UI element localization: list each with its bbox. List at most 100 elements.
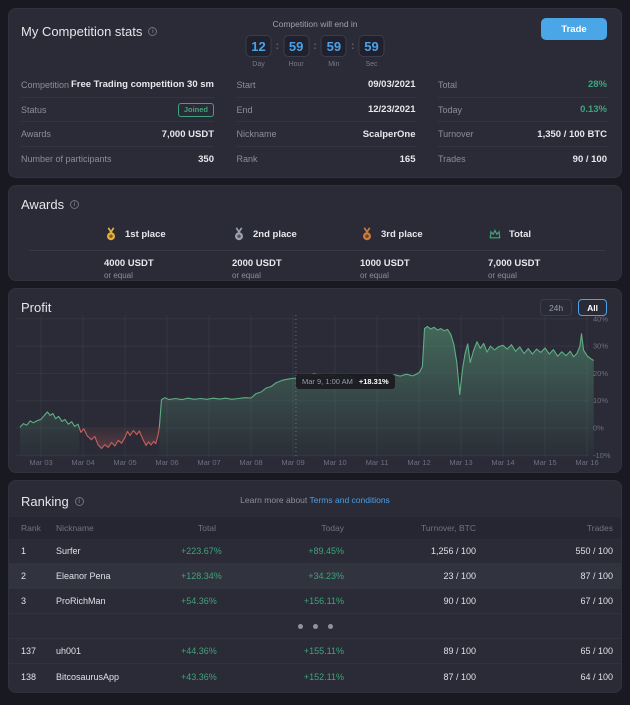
countdown-min: 59 Min — [320, 35, 347, 68]
svg-text:Mar 10: Mar 10 — [323, 458, 346, 467]
nickname-cell: Eleanor Pena — [56, 571, 111, 581]
countdown-day-value: 12 — [245, 35, 272, 57]
chart-tooltip: Mar 9, 1:00 AM +18.31% — [296, 374, 395, 389]
info-icon[interactable]: i — [70, 200, 80, 209]
svg-text:Mar 08: Mar 08 — [239, 458, 262, 467]
award-value-total: 7,000 USDT or equal — [488, 258, 616, 280]
ranking-table-header: Rank Nickname Total Today Turnover, BTC Trade… — [9, 517, 621, 539]
profit-header: Profit 24h All — [9, 289, 621, 316]
profit-chart[interactable]: Mar 03 Mar 04 Mar 05 Mar 06 Mar 07 Mar 08 Mar … — [15, 315, 621, 467]
chart-range-buttons: 24h All — [539, 299, 607, 316]
award-value-3rd-place: 1000 USDT or equal — [360, 258, 488, 280]
stat-label: Start — [236, 79, 256, 90]
stat-start: Start 09/03/2021 — [236, 73, 416, 98]
today-cell: +156.11% — [303, 596, 344, 606]
turnover-cell: 87 / 100 — [443, 671, 476, 682]
trade-button[interactable]: Trade — [541, 18, 607, 40]
stat-value: 90 / 100 — [572, 153, 607, 165]
competition-stats-card: My Competition stats i Competition will … — [8, 8, 622, 178]
stat-awards: Awards 7,000 USDT — [21, 122, 214, 148]
total-cell: +43.36% — [181, 671, 217, 682]
svg-text:Mar 06: Mar 06 — [155, 458, 178, 467]
ranking-row-137[interactable]: 137 uh001 +44.36% +155.11% 89 / 100 65 / 100 — [9, 639, 621, 664]
ranking-row-1[interactable]: 1 Surfer +223.67% +89.45% 1,256 / 100 550 / 1… — [9, 539, 621, 564]
svg-text:Mar 15: Mar 15 — [533, 458, 556, 467]
award-item-1st-place: 1st place — [104, 227, 232, 241]
stat-rank: Rank 165 — [237, 147, 416, 172]
stat-value: 28% — [587, 79, 607, 91]
pagination-dots — [9, 614, 621, 639]
pagination-dot[interactable] — [312, 623, 318, 629]
award-amount: 7,000 USDT — [488, 258, 541, 269]
stat-label: Trades — [438, 154, 466, 165]
trades-cell: 67 / 100 — [580, 596, 613, 606]
svg-text:20%: 20% — [593, 369, 608, 378]
stat-total: Total 28% — [438, 73, 607, 98]
stats-column-2: Start 09/03/2021 End 12/23/2021 Nickname Scal… — [236, 73, 416, 172]
awards-title: Awards i — [21, 197, 80, 212]
pagination-dot[interactable] — [327, 623, 333, 629]
award-value-1st-place: 4000 USDT or equal — [104, 258, 232, 280]
today-cell: +155.11% — [303, 646, 344, 656]
ranking-row-3[interactable]: 3 ProRichMan +54.36% +156.11% 90 / 100 67 / 1… — [9, 589, 621, 614]
turnover-cell: 23 / 100 — [443, 571, 476, 581]
nickname-cell: BitcosaurusApp — [56, 671, 120, 682]
column-header-total: Total — [198, 523, 216, 533]
svg-text:Mar 16: Mar 16 — [575, 458, 598, 467]
award-note: or equal — [232, 271, 261, 280]
countdown: Competition will end in 12 Day:59 Hour:59 M… — [245, 19, 385, 68]
chart-tooltip-time: Mar 9, 1:00 AM — [302, 377, 353, 386]
award-label: Total — [509, 228, 531, 240]
stat-today: Today 0.13% — [438, 98, 607, 123]
stat-value: 350 — [198, 153, 214, 165]
awards-values-row: 4000 USDT or equal 2000 USDT or equal 1000 U… — [9, 258, 621, 280]
range-button-24h[interactable]: 24h — [539, 299, 573, 316]
total-cell: +54.36% — [181, 596, 217, 606]
stat-label: Competition — [21, 79, 70, 90]
ranking-row-2[interactable]: 2 Eleanor Pena +128.34% +34.23% 23 / 100 87 /… — [9, 564, 621, 589]
rank-cell: 2 — [21, 571, 27, 581]
stat-value: 12/23/2021 — [367, 104, 416, 116]
svg-text:40%: 40% — [593, 315, 608, 323]
svg-text:30%: 30% — [593, 342, 608, 351]
award-note: or equal — [104, 271, 133, 280]
award-item-3rd-place: 3rd place — [360, 227, 488, 241]
rank-cell: 137 — [21, 646, 37, 656]
stat-value: 7,000 USDT — [161, 128, 214, 140]
svg-text:Mar 07: Mar 07 — [197, 458, 220, 467]
countdown-sec: 59 Sec — [358, 35, 385, 68]
stat-status: Status Joined — [21, 98, 214, 123]
ranking-title-text: Ranking — [21, 494, 69, 509]
pagination-dot[interactable] — [297, 623, 303, 629]
info-icon[interactable]: i — [148, 27, 158, 36]
status-badge: Joined — [177, 102, 214, 117]
medal-gold-icon — [104, 227, 118, 241]
countdown-hour: 59 Hour — [283, 35, 310, 68]
svg-text:Mar 13: Mar 13 — [449, 458, 472, 467]
ranking-title: Ranking i — [21, 494, 84, 509]
stat-label: Number of participants — [21, 154, 112, 165]
countdown-hour-label: Hour — [288, 61, 304, 68]
competition-stats-title: My Competition stats i — [21, 24, 158, 39]
today-cell: +152.11% — [303, 671, 344, 682]
terms-link[interactable]: Terms and conditions — [309, 495, 390, 505]
award-note: or equal — [488, 271, 517, 280]
svg-text:0%: 0% — [593, 424, 604, 433]
award-note: or equal — [360, 271, 389, 280]
stat-trades: Trades 90 / 100 — [438, 147, 607, 172]
stat-value: 165 — [399, 153, 416, 165]
svg-text:Mar 05: Mar 05 — [113, 458, 136, 467]
countdown-separator: : — [313, 40, 317, 52]
range-button-all[interactable]: All — [578, 299, 607, 316]
stat-label: Awards — [21, 129, 51, 140]
award-amount: 2000 USDT — [232, 258, 282, 269]
svg-text:Mar 09: Mar 09 — [281, 458, 304, 467]
trades-cell: 87 / 100 — [580, 571, 613, 581]
trades-cell: 64 / 100 — [580, 671, 613, 682]
countdown-min-label: Min — [328, 61, 340, 68]
profit-title: Profit — [21, 300, 52, 315]
info-icon[interactable]: i — [74, 497, 84, 506]
nickname-cell: Surfer — [56, 546, 81, 556]
award-item-total: Total — [488, 227, 616, 241]
ranking-row-138[interactable]: 138 BitcosaurusApp +43.36% +152.11% 87 / 100… — [9, 664, 621, 689]
